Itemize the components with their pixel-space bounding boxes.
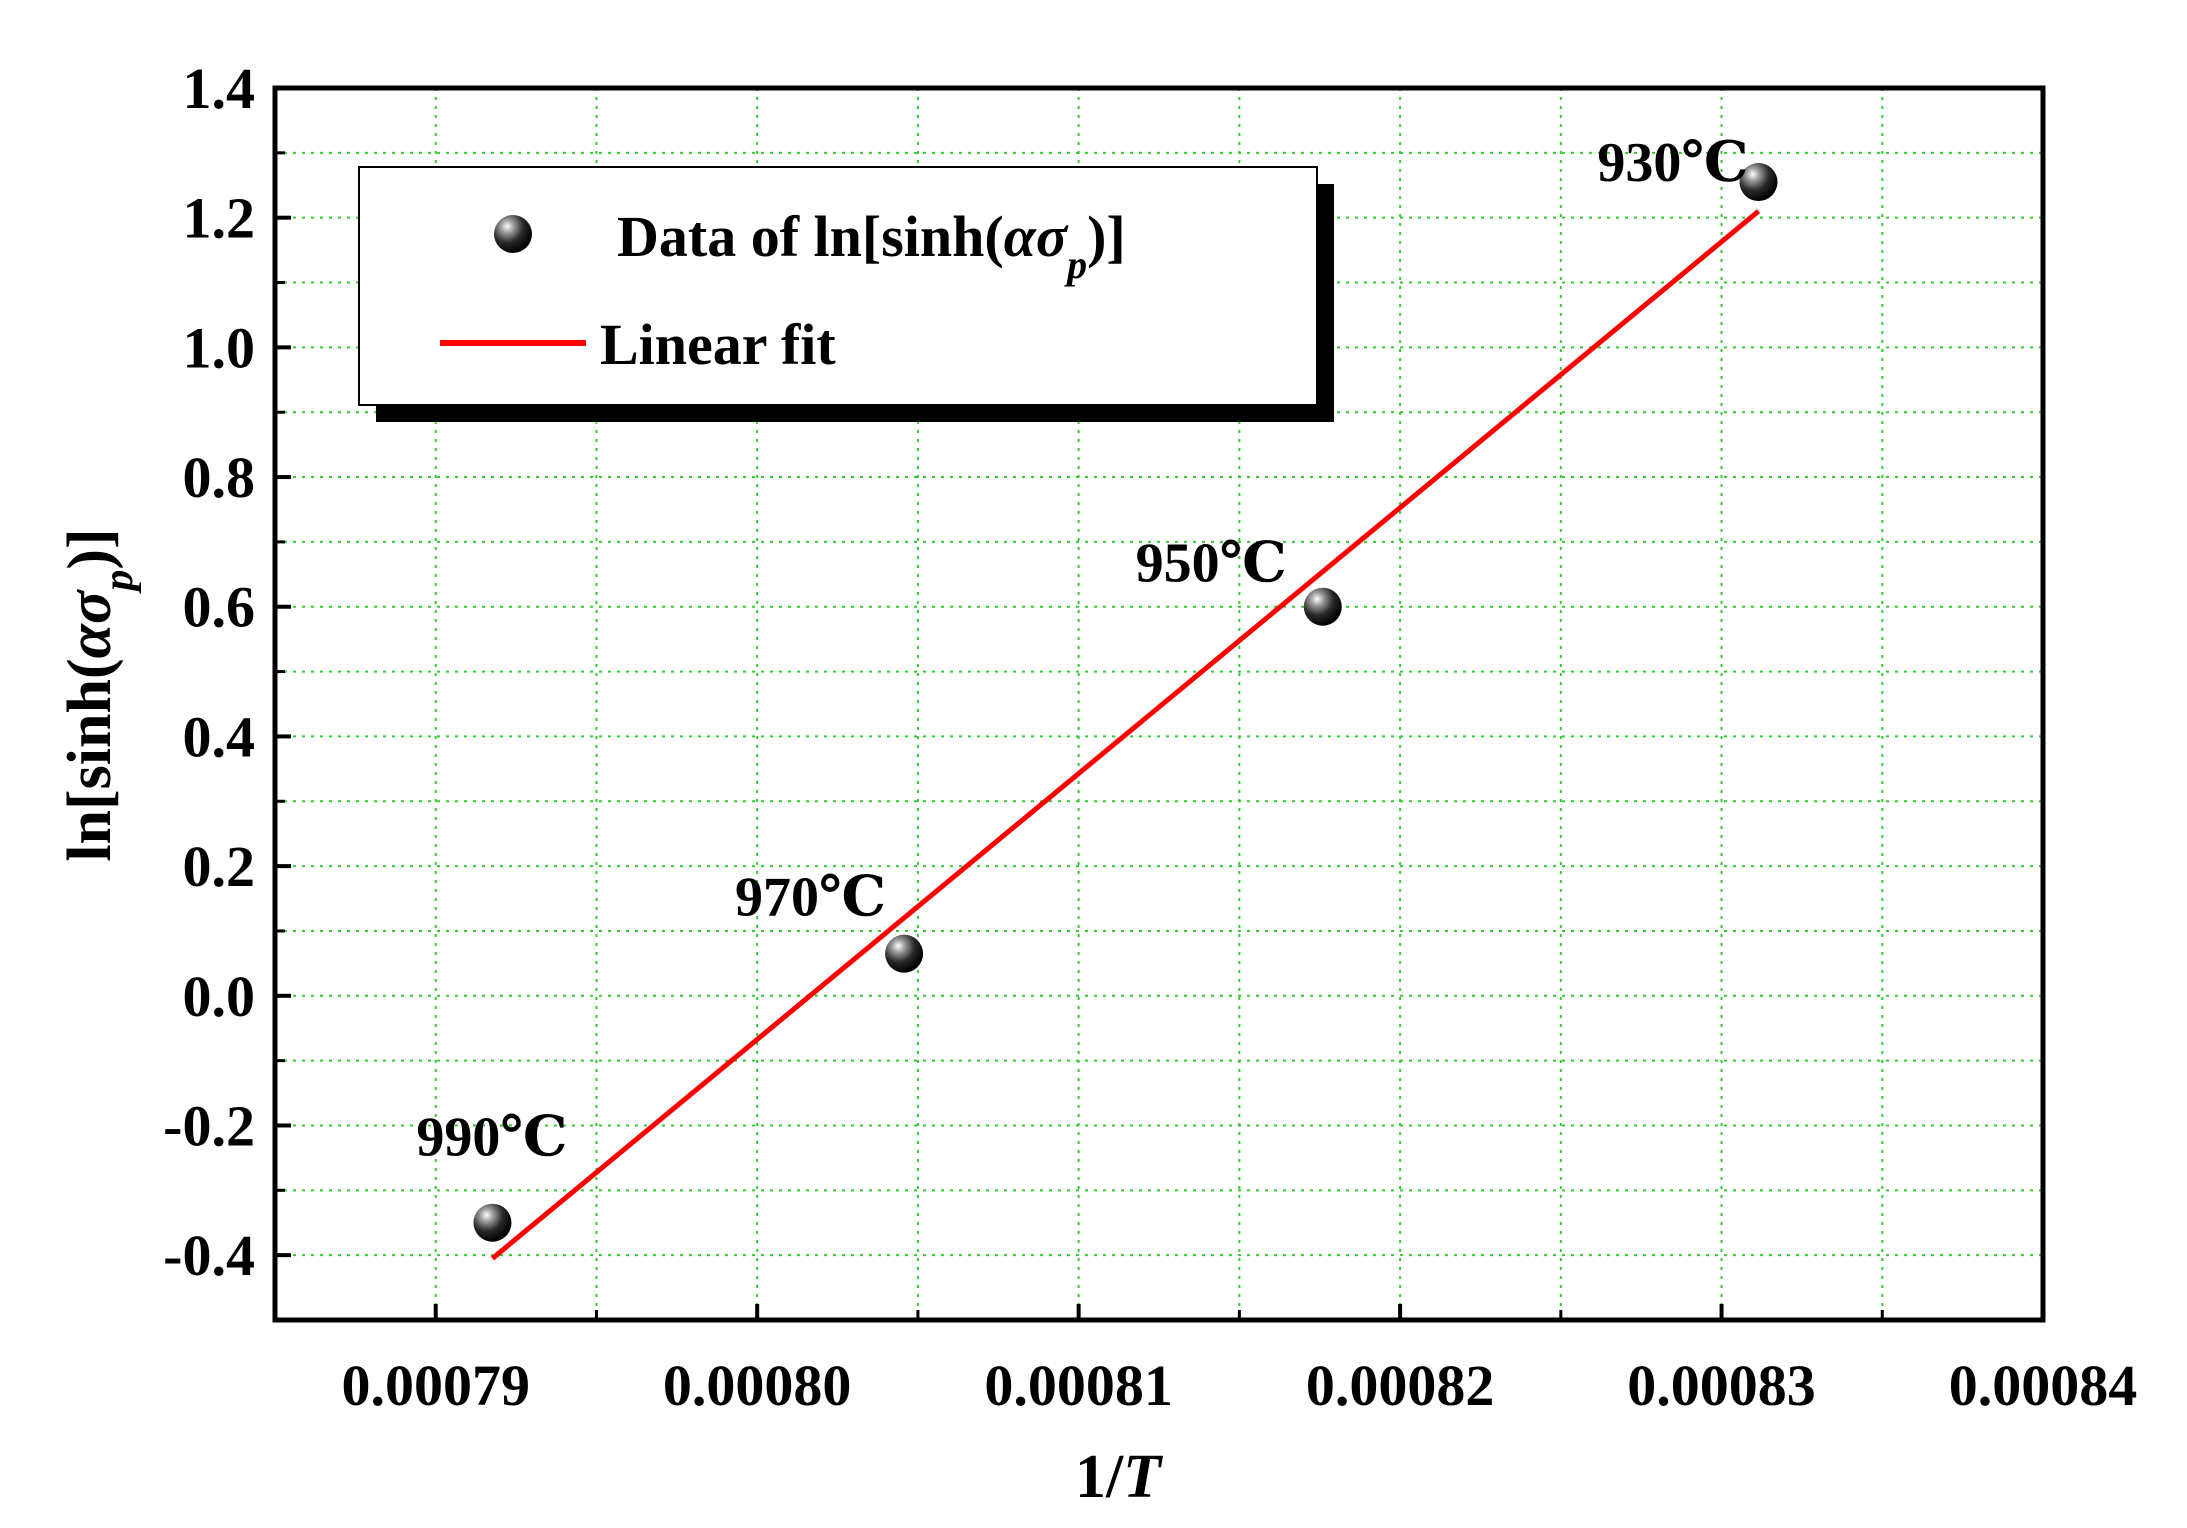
point-annotation: 990℃ xyxy=(416,1107,567,1169)
point-annotation: 950℃ xyxy=(1136,533,1287,595)
point-annotation: 970℃ xyxy=(735,867,886,929)
x-tick-label: 0.00080 xyxy=(663,1353,852,1418)
y-tick-label: -0.4 xyxy=(163,1223,255,1288)
point-annotation: 930℃ xyxy=(1597,132,1748,194)
y-tick-label: 0.0 xyxy=(183,964,256,1029)
plot-frame xyxy=(272,85,2046,1323)
linear-fit-line xyxy=(490,209,1761,1261)
y-tick-label: 0.6 xyxy=(183,575,256,640)
x-tick-labels: 0.00079 0.00080 0.00081 0.00082 0.00083 0.000… xyxy=(341,1353,2137,1418)
x-axis-title: 1/T xyxy=(1075,1443,1163,1511)
x-tick-label: 0.00081 xyxy=(984,1353,1173,1418)
y-tick-label: 0.8 xyxy=(183,445,256,510)
axis-ticks xyxy=(275,86,2045,1320)
x-tick-label: 0.00082 xyxy=(1306,1353,1495,1418)
y-tick-label: 0.2 xyxy=(183,834,256,899)
y-axis-title: ln[sinh(ασp)] xyxy=(56,528,142,861)
legend-box xyxy=(358,166,1318,406)
data-point xyxy=(1739,163,1778,202)
fit-line-layer xyxy=(490,209,1761,1261)
legend-scatter-marker xyxy=(494,215,532,253)
data-points-layer xyxy=(473,163,1778,1242)
data-point xyxy=(1303,587,1342,626)
x-tick-label: 0.00084 xyxy=(1949,1353,2138,1418)
x-tick-label: 0.00083 xyxy=(1627,1353,1816,1418)
y-tick-label: 1.4 xyxy=(183,56,256,121)
data-point xyxy=(473,1203,512,1242)
legend: Data of ln[sinh(ασp)] Linear fit xyxy=(358,166,1334,422)
data-point xyxy=(885,934,924,973)
y-tick-labels: -0.4 -0.2 0.0 0.2 0.4 0.6 0.8 1.0 1.2 1.4 xyxy=(163,56,255,1288)
point-annotations: 990℃ 970℃ 950℃ 930℃ xyxy=(416,132,1748,1169)
legend-scatter-label: Data of ln[sinh(ασp)] xyxy=(617,204,1126,287)
y-tick-label: 0.4 xyxy=(183,704,256,769)
legend-line-label: Linear fit xyxy=(600,312,836,377)
y-tick-label: -0.2 xyxy=(163,1093,255,1158)
y-tick-label: 1.2 xyxy=(183,186,256,251)
x-tick-label: 0.00079 xyxy=(341,1353,530,1418)
y-tick-label: 1.0 xyxy=(183,315,256,380)
